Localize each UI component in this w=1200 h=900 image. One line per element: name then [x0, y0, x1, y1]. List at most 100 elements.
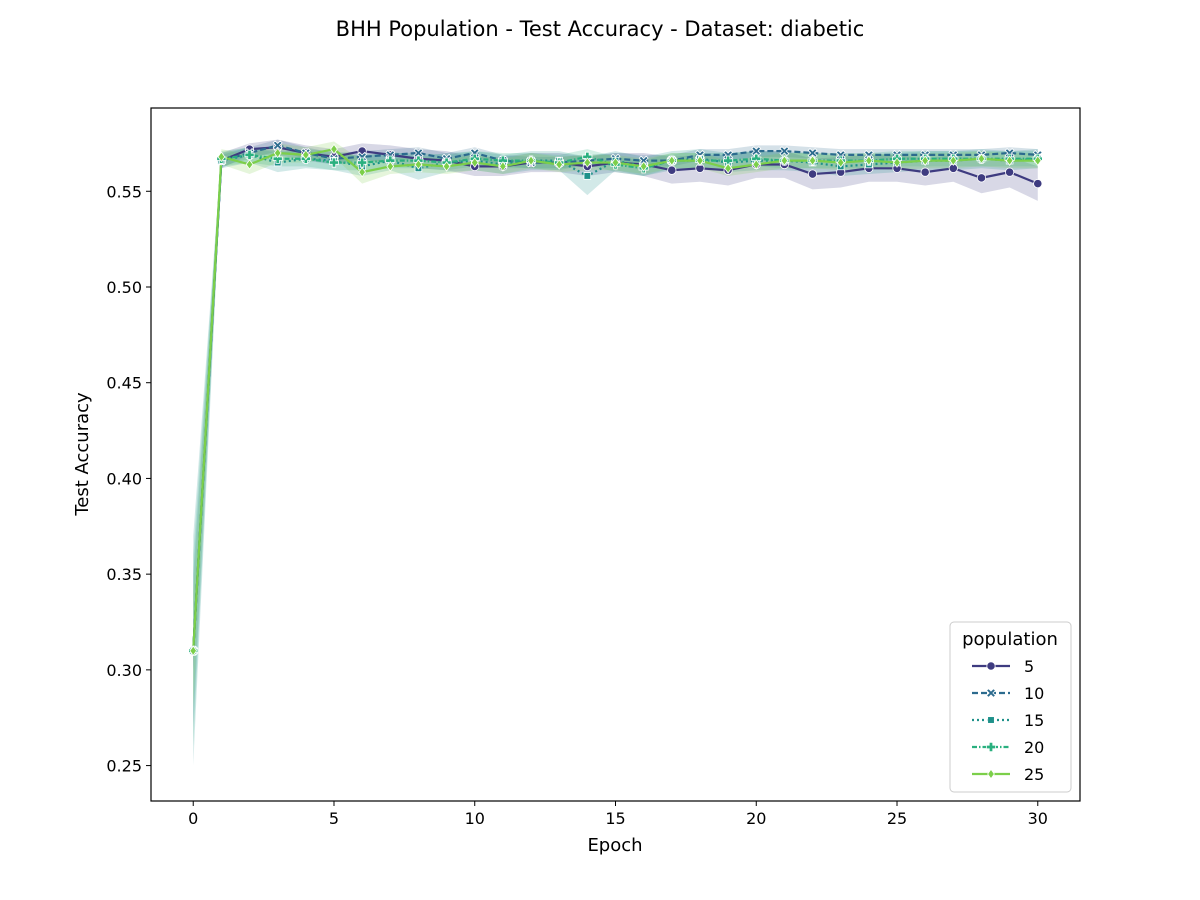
- point-series-10: [779, 146, 790, 157]
- point-series-25: [1033, 155, 1042, 166]
- point-series-25: [639, 161, 648, 172]
- x-tick-label: 20: [746, 809, 766, 828]
- series-markers: [188, 140, 1043, 657]
- y-tick-label: 0.40: [106, 469, 142, 488]
- legend-marker-5: [986, 661, 996, 671]
- point-series-5: [1005, 167, 1015, 177]
- point-series-25: [414, 159, 423, 170]
- point-series-25: [977, 153, 986, 165]
- point-series-25: [808, 155, 817, 166]
- point-series-15: [583, 172, 592, 180]
- legend-marker-15: [987, 716, 995, 724]
- point-series-25: [949, 155, 958, 166]
- point-series-25: [527, 155, 535, 166]
- point-series-20: [723, 155, 734, 166]
- point-series-25: [921, 155, 930, 166]
- point-series-20: [272, 153, 283, 164]
- y-axis-ticks: 0.25 0.30 0.35 0.40 0.45 0.50 0.55: [106, 182, 151, 776]
- point-series-25: [667, 155, 676, 166]
- point-series-25: [273, 147, 282, 159]
- y-tick-label: 0.30: [106, 661, 142, 680]
- point-series-25: [865, 155, 873, 166]
- confidence-bands: [193, 139, 1038, 766]
- legend-marker-25: [987, 768, 995, 780]
- point-series-25: [555, 159, 564, 170]
- point-series-10: [807, 148, 818, 158]
- line-series-15: [192, 153, 1038, 651]
- y-tick-label: 0.45: [106, 374, 142, 393]
- point-series-25: [330, 143, 338, 155]
- point-series-25: [301, 149, 310, 161]
- band-series-10: [193, 139, 1038, 728]
- point-series-10: [751, 146, 762, 157]
- line-series-20: [192, 153, 1038, 651]
- line-series-10: [192, 144, 1038, 651]
- point-series-25: [752, 159, 761, 170]
- line-series-5: [192, 146, 1039, 651]
- point-series-25: [893, 157, 901, 168]
- point-series-25: [217, 151, 226, 163]
- point-series-25: [583, 157, 592, 168]
- point-series-5: [807, 169, 818, 179]
- y-tick-label: 0.50: [106, 278, 142, 297]
- point-series-5: [920, 167, 930, 177]
- point-series-5: [667, 165, 677, 175]
- chart-title: BHH Population - Test Accuracy - Dataset…: [336, 17, 865, 41]
- point-series-25: [358, 166, 366, 178]
- x-tick-label: 15: [605, 809, 625, 828]
- plot-frame: [150, 107, 1081, 802]
- point-series-10: [723, 149, 734, 160]
- legend-label-25: 25: [1024, 765, 1044, 784]
- y-tick-label: 0.35: [106, 565, 142, 584]
- point-series-25: [696, 155, 704, 166]
- point-series-25: [499, 161, 507, 172]
- legend-label-10: 10: [1024, 684, 1044, 703]
- y-tick-label: 0.55: [106, 182, 142, 201]
- point-series-5: [1033, 179, 1043, 189]
- legend-box: [949, 621, 1072, 793]
- point-series-10: [357, 151, 368, 162]
- point-series-10: [1004, 148, 1015, 158]
- band-series-15: [193, 147, 1038, 766]
- point-series-25: [724, 163, 732, 174]
- point-series-20: [244, 149, 255, 160]
- x-tick-label: 30: [1028, 809, 1048, 828]
- point-series-20: [328, 157, 340, 168]
- point-series-25: [189, 645, 198, 657]
- legend-label-15: 15: [1024, 711, 1044, 730]
- point-series-10: [469, 148, 480, 158]
- point-series-25: [470, 157, 479, 168]
- point-series-25: [780, 155, 789, 166]
- legend: population 5 10 15 20 25: [949, 621, 1072, 793]
- point-series-25: [611, 157, 620, 168]
- y-tick-label: 0.25: [106, 757, 142, 776]
- band-series-25: [193, 141, 1038, 709]
- x-tick-label: 25: [887, 809, 907, 828]
- series-lines: [192, 144, 1039, 651]
- legend-label-5: 5: [1024, 657, 1034, 676]
- point-series-25: [442, 161, 451, 172]
- legend-title: population: [962, 629, 1058, 650]
- x-tick-label: 5: [329, 809, 339, 828]
- line-series-25: [192, 148, 1038, 651]
- legend-items: 5 10 15 20 25: [972, 657, 1044, 784]
- legend-marker-10: [986, 688, 996, 698]
- point-series-25: [386, 161, 395, 172]
- legend-marker-20: [985, 741, 997, 753]
- point-series-10: [835, 149, 846, 160]
- point-series-5: [976, 173, 987, 183]
- band-series-5: [193, 139, 1038, 670]
- point-series-25: [245, 159, 254, 170]
- point-series-25: [1005, 155, 1014, 166]
- y-axis-label: Test Accuracy: [72, 392, 93, 517]
- x-axis-ticks: 0 5 10 15 20 25 30: [188, 801, 1048, 828]
- point-series-10: [413, 148, 424, 158]
- x-tick-label: 10: [465, 809, 485, 828]
- x-axis-label: Epoch: [587, 835, 642, 856]
- point-series-10: [272, 140, 283, 151]
- point-series-20: [357, 157, 368, 168]
- band-series-20: [193, 147, 1038, 747]
- point-series-25: [836, 157, 845, 168]
- legend-label-20: 20: [1024, 738, 1044, 757]
